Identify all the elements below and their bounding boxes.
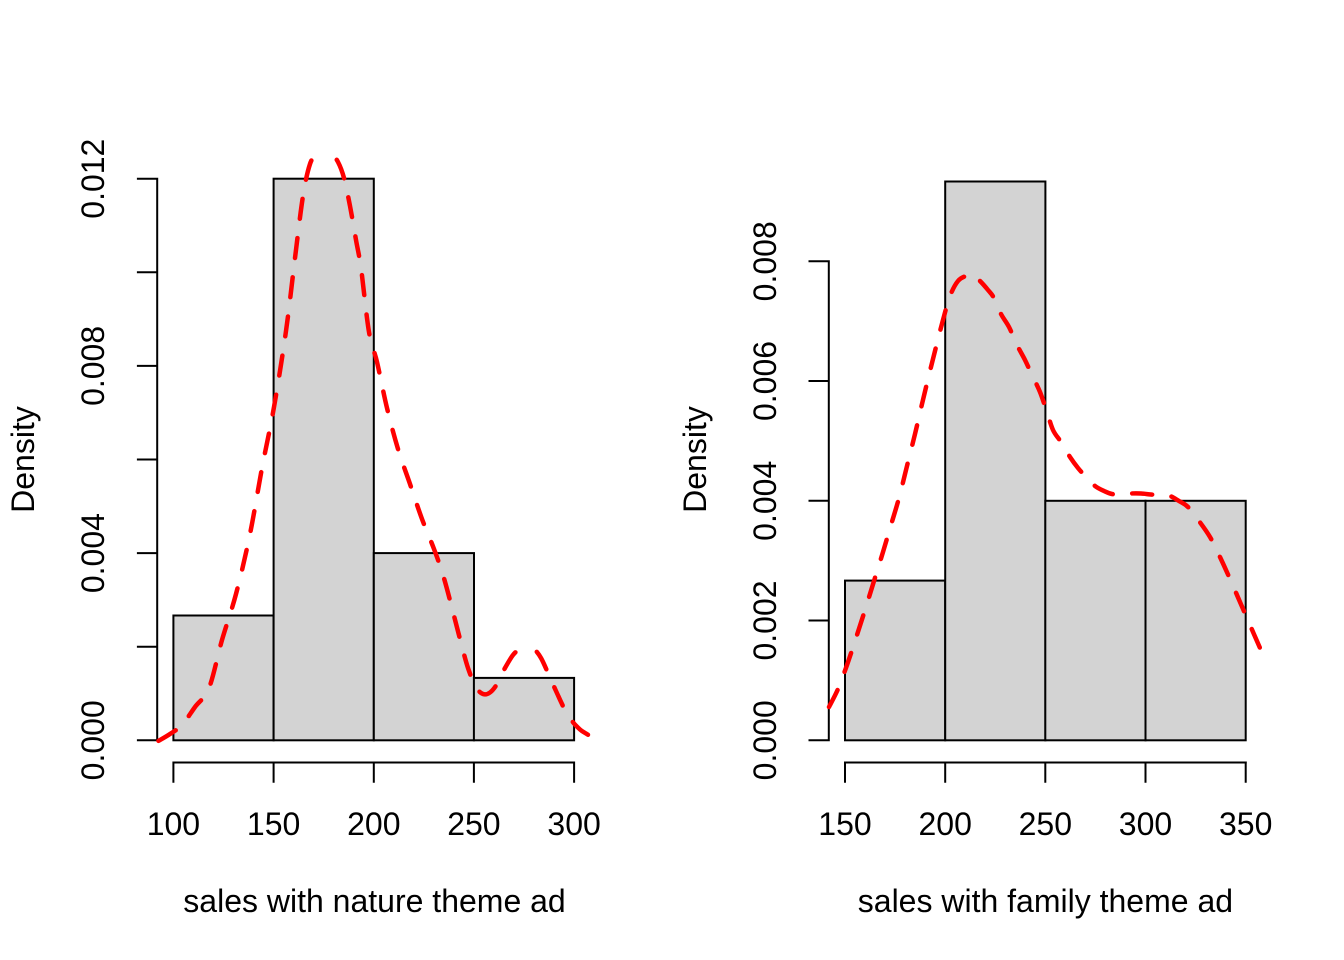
svg-text:300: 300 bbox=[1119, 806, 1172, 842]
svg-text:0.000: 0.000 bbox=[747, 700, 783, 780]
svg-text:Density: Density bbox=[677, 406, 713, 513]
svg-text:sales with family theme ad: sales with family theme ad bbox=[858, 883, 1233, 919]
svg-text:sales with nature theme ad: sales with nature theme ad bbox=[183, 883, 565, 919]
svg-text:350: 350 bbox=[1219, 806, 1272, 842]
svg-text:0.012: 0.012 bbox=[75, 139, 111, 219]
svg-text:250: 250 bbox=[447, 806, 500, 842]
svg-text:0.004: 0.004 bbox=[747, 461, 783, 541]
svg-text:200: 200 bbox=[919, 806, 972, 842]
svg-text:Density: Density bbox=[5, 406, 41, 513]
svg-text:0.000: 0.000 bbox=[75, 700, 111, 780]
svg-text:0.004: 0.004 bbox=[75, 513, 111, 593]
svg-text:0.008: 0.008 bbox=[75, 326, 111, 406]
svg-text:150: 150 bbox=[818, 806, 871, 842]
svg-text:150: 150 bbox=[247, 806, 300, 842]
svg-text:200: 200 bbox=[347, 806, 400, 842]
svg-text:0.002: 0.002 bbox=[747, 580, 783, 660]
svg-text:0.006: 0.006 bbox=[747, 341, 783, 421]
svg-text:0.008: 0.008 bbox=[747, 221, 783, 301]
svg-text:300: 300 bbox=[547, 806, 600, 842]
svg-text:100: 100 bbox=[147, 806, 200, 842]
svg-text:250: 250 bbox=[1019, 806, 1072, 842]
